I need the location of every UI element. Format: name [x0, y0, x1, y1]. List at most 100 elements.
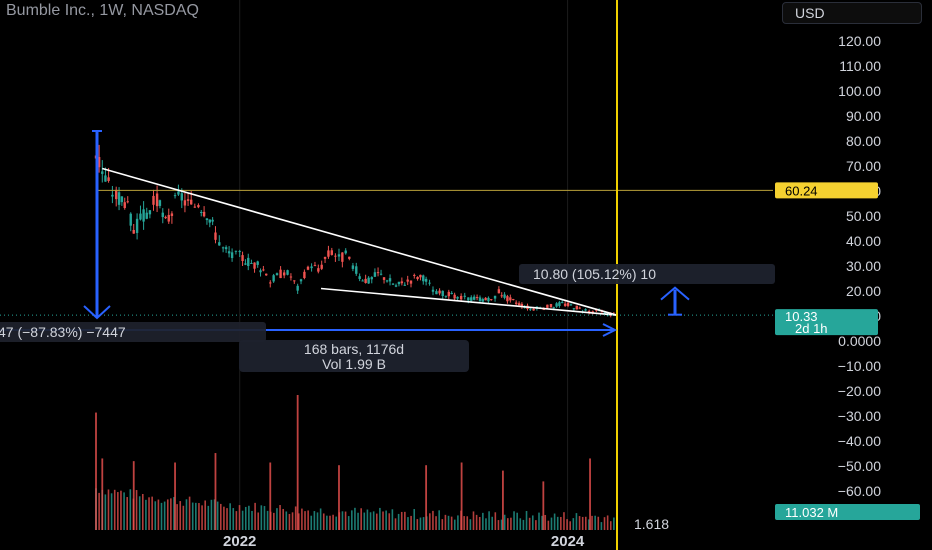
volume-bar [475, 514, 478, 530]
candle-body [514, 302, 518, 304]
candle-body [463, 295, 466, 297]
volume-bar [404, 511, 406, 530]
currency-selector[interactable]: USD [782, 2, 922, 24]
volume-bar [332, 514, 334, 530]
candle-body [367, 277, 370, 284]
candle-body [456, 296, 459, 299]
candle-body [323, 256, 327, 259]
candle-body [135, 218, 139, 233]
volume-bar [260, 505, 263, 530]
volume-bar [319, 508, 322, 530]
volume-bar [441, 519, 444, 530]
y-axis-tick-label: 30.00 [846, 258, 881, 274]
volume-bar [232, 508, 235, 530]
volume-bar [600, 522, 603, 530]
candle-body [142, 209, 145, 222]
candle-body [262, 269, 265, 271]
candle-body [327, 250, 330, 257]
candle-body [310, 266, 313, 269]
candle-body [200, 211, 203, 213]
candle-body [269, 282, 272, 284]
y-axis-tick-label: 110.00 [839, 58, 881, 74]
volume-bar [117, 492, 119, 530]
candle-body [104, 175, 107, 182]
candle-body [391, 283, 395, 285]
volume-bar [388, 513, 391, 530]
volume-spike-bar [542, 481, 545, 530]
volume-bar [485, 518, 487, 530]
candle-body [97, 157, 101, 168]
candle-body [234, 250, 238, 252]
candle-body [293, 280, 296, 282]
volume-bar [123, 492, 125, 530]
volume-bar [585, 516, 587, 530]
volume-bar [273, 512, 275, 530]
candle-body [497, 289, 501, 294]
candle-body [247, 257, 250, 267]
y-axis-tick-label: −30.00 [838, 408, 881, 424]
candle-body [341, 252, 344, 262]
candle-body [500, 295, 503, 297]
candle-body [167, 214, 170, 222]
volume-bar [375, 513, 378, 530]
volume-bar [547, 520, 550, 530]
candle-body [193, 206, 197, 208]
candle-body [161, 212, 164, 218]
candle-body [303, 271, 306, 279]
volume-bar [613, 517, 615, 530]
candle-body [361, 280, 364, 282]
candle-body [561, 302, 564, 304]
candle-body [575, 305, 579, 310]
candle-body [180, 193, 183, 201]
volume-bar [541, 515, 543, 530]
volume-spike-bar [589, 458, 591, 530]
volume-bar [185, 499, 188, 530]
volume-bar [503, 514, 506, 530]
candle-body [487, 297, 490, 302]
chart-title: Bumble Inc., 1W, NASDAQ [6, 2, 199, 19]
candle-body [152, 195, 155, 205]
candle-body [397, 281, 401, 285]
volume-bar [591, 515, 593, 530]
candle-body [205, 218, 209, 221]
candle-body [529, 308, 532, 310]
level-price-badge [775, 182, 878, 199]
volume-bar [566, 519, 568, 530]
candle-body [493, 295, 497, 299]
volume-bar [176, 504, 178, 530]
volume-bar [157, 499, 160, 530]
candle-body [183, 200, 187, 206]
volume-bar [407, 517, 409, 530]
candle-body [139, 213, 142, 220]
candle-body [484, 297, 487, 301]
volume-bar [241, 510, 244, 530]
y-axis-tick-label: −20.00 [838, 383, 881, 399]
candle-body [330, 250, 333, 255]
volume-bar [429, 513, 431, 530]
candle-body [253, 262, 256, 269]
volume-bar [285, 511, 288, 530]
last-price-value: 10.33 [785, 309, 818, 324]
upper-trendline[interactable] [102, 167, 618, 316]
y-axis-tick-label: 100.00 [838, 83, 881, 99]
candle-body [447, 291, 450, 297]
measure-up-label: 10.80 (105.12%) 10 [533, 266, 656, 282]
candle-body [394, 285, 398, 287]
candle-body [111, 194, 114, 197]
candle-body [481, 299, 485, 302]
candle-body [520, 303, 524, 308]
volume-bar [173, 497, 175, 530]
y-axis-tick-label: 40.00 [846, 233, 881, 249]
volume-spike-bar [132, 461, 135, 530]
candle-body [364, 278, 367, 283]
candle-body [603, 312, 606, 314]
candle-body [572, 308, 576, 310]
lower-trendline[interactable] [320, 287, 618, 316]
volume-bar [482, 512, 484, 530]
candle-body [177, 191, 180, 195]
candle-body [413, 274, 416, 276]
y-axis-tick-label: −10.00 [838, 358, 881, 374]
volume-spike-bar [425, 465, 428, 530]
volume-bar [531, 515, 534, 530]
